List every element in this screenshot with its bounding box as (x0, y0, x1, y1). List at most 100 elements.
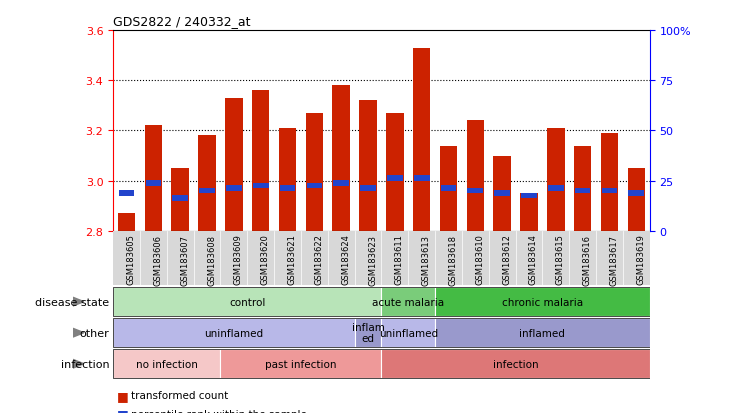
Bar (547, 128, 564, 231)
Text: uninflamed: uninflamed (204, 328, 264, 338)
Text: GSM183621: GSM183621 (288, 234, 296, 285)
Text: no infection: no infection (136, 359, 198, 369)
Bar (494, 191, 510, 197)
Text: GSM183609: GSM183609 (234, 234, 243, 285)
Bar (220, 349, 382, 378)
Text: GSM183617: GSM183617 (610, 234, 618, 285)
Text: GSM183613: GSM183613 (422, 234, 431, 285)
Text: GSM183605: GSM183605 (126, 234, 136, 285)
Bar (113, 231, 140, 285)
Bar (113, 318, 355, 347)
Text: transformed count: transformed count (131, 390, 228, 400)
Bar (382, 318, 435, 347)
Text: GSM183624: GSM183624 (341, 234, 350, 285)
Bar (628, 169, 645, 231)
Bar (360, 186, 376, 192)
Bar (382, 349, 650, 378)
Bar (435, 231, 462, 285)
Text: GSM183607: GSM183607 (180, 234, 189, 285)
Bar (596, 231, 623, 285)
Text: infection: infection (61, 359, 110, 369)
Bar (140, 231, 167, 285)
Bar (623, 231, 650, 285)
Text: other: other (80, 328, 109, 338)
Bar (382, 231, 408, 285)
Bar (252, 91, 269, 231)
Text: ■: ■ (117, 407, 128, 413)
Bar (113, 349, 220, 378)
Text: GSM183611: GSM183611 (395, 234, 404, 285)
Text: uninflamed: uninflamed (379, 328, 438, 338)
Bar (355, 318, 381, 347)
Text: GSM183608: GSM183608 (207, 234, 216, 285)
Bar (279, 128, 296, 231)
Bar (274, 231, 301, 285)
Bar (521, 193, 537, 199)
Bar (172, 196, 188, 202)
Bar (489, 231, 515, 285)
Bar (462, 231, 489, 285)
Bar (386, 114, 404, 231)
Bar (166, 231, 193, 285)
Bar (355, 231, 381, 285)
Bar (119, 191, 134, 197)
Text: inflamed: inflamed (520, 328, 565, 338)
Text: GSM183620: GSM183620 (261, 234, 269, 285)
Bar (414, 176, 429, 181)
Text: infection: infection (493, 359, 539, 369)
Bar (520, 194, 538, 231)
Text: disease state: disease state (35, 297, 110, 307)
Bar (145, 126, 162, 231)
Bar (575, 188, 591, 194)
Bar (225, 99, 242, 231)
Bar (435, 287, 650, 316)
Text: GSM183606: GSM183606 (153, 234, 162, 285)
Text: GSM183615: GSM183615 (556, 234, 565, 285)
Bar (328, 231, 355, 285)
Bar (548, 186, 564, 192)
Bar (435, 318, 650, 347)
Text: GSM183610: GSM183610 (475, 234, 484, 285)
Bar (387, 176, 403, 181)
Bar (493, 156, 511, 231)
Bar (193, 231, 220, 285)
Polygon shape (73, 359, 84, 368)
Bar (247, 231, 274, 285)
Bar (629, 191, 644, 197)
Text: GSM183618: GSM183618 (448, 234, 458, 285)
Text: GDS2822 / 240332_at: GDS2822 / 240332_at (113, 15, 250, 28)
Bar (332, 86, 350, 231)
Polygon shape (73, 297, 84, 306)
Bar (439, 146, 457, 231)
Bar (199, 136, 216, 231)
Bar (301, 231, 328, 285)
Bar (334, 181, 349, 186)
Bar (574, 146, 591, 231)
Text: GSM183612: GSM183612 (502, 234, 511, 285)
Bar (307, 183, 322, 189)
Bar (382, 287, 435, 316)
Text: chronic malaria: chronic malaria (502, 297, 583, 307)
Bar (601, 134, 618, 231)
Text: GSM183623: GSM183623 (368, 234, 377, 285)
Polygon shape (73, 329, 84, 337)
Text: GSM183616: GSM183616 (583, 234, 591, 285)
Text: ■: ■ (117, 389, 128, 402)
Bar (569, 231, 596, 285)
Bar (413, 48, 431, 231)
Text: GSM183622: GSM183622 (315, 234, 323, 285)
Bar (408, 231, 435, 285)
Bar (280, 186, 296, 192)
Bar (306, 114, 323, 231)
Text: control: control (229, 297, 266, 307)
Bar (172, 169, 189, 231)
Text: past infection: past infection (265, 359, 337, 369)
Bar (199, 188, 215, 194)
Bar (441, 186, 456, 192)
Text: acute malaria: acute malaria (372, 297, 445, 307)
Bar (145, 181, 161, 186)
Bar (220, 231, 247, 285)
Text: inflam
ed: inflam ed (352, 322, 385, 344)
Bar (253, 183, 269, 189)
Bar (466, 121, 484, 231)
